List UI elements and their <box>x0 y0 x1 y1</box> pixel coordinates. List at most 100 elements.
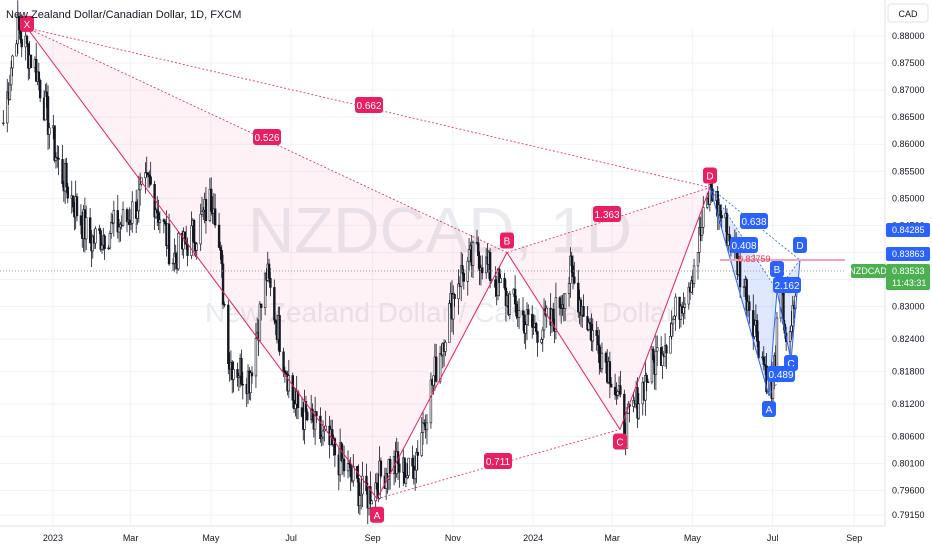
price-tick-label: 0.87000 <box>892 85 925 95</box>
pattern1-point-x-box <box>20 15 34 32</box>
candle-up <box>249 372 252 393</box>
candle-down <box>220 250 223 265</box>
candle-down <box>223 303 226 306</box>
candle-up <box>532 326 535 328</box>
candle-up <box>467 249 471 262</box>
candle-up <box>107 247 110 250</box>
candle-up <box>359 493 363 497</box>
candle-up <box>294 403 297 409</box>
candle-up <box>121 209 125 226</box>
candle-down <box>719 204 722 216</box>
candle-up <box>569 255 572 284</box>
currency-button-box[interactable] <box>887 3 929 23</box>
price-tick-label: 0.81800 <box>892 367 925 377</box>
candle-up <box>254 337 258 377</box>
candle-down <box>369 486 372 505</box>
candle-down <box>763 364 767 367</box>
candle-down <box>116 210 119 233</box>
candle-down <box>604 352 608 363</box>
candle-up <box>542 308 546 331</box>
candle-up <box>131 201 134 224</box>
candle-down <box>375 482 379 490</box>
candle-up <box>637 403 641 419</box>
candle-up <box>358 495 362 507</box>
candle-down <box>665 345 668 354</box>
candle-up <box>448 303 451 343</box>
candle-down <box>213 208 217 226</box>
pattern2-point-d: D <box>796 241 803 252</box>
currency-button[interactable]: CAD <box>887 3 929 23</box>
candle-up <box>674 296 677 317</box>
candle-down <box>498 268 501 283</box>
candle-up <box>202 209 205 212</box>
candle-up <box>370 500 373 505</box>
candle-up <box>656 347 659 352</box>
candle-down <box>570 255 573 267</box>
candle-down <box>46 96 50 135</box>
candle-down <box>646 381 650 383</box>
candle-down <box>534 323 538 332</box>
candle-down <box>174 252 177 258</box>
candle-down <box>720 215 723 219</box>
last-price-symbol-box <box>851 264 886 278</box>
candle-up <box>415 451 418 471</box>
price-tick-label: 0.86500 <box>892 112 925 122</box>
candle-down <box>636 387 639 419</box>
price-tick-label: 0.87500 <box>892 58 925 68</box>
candle-up <box>195 243 198 251</box>
pattern1-ratio: 0.711 <box>486 457 511 468</box>
pink-level-box <box>886 247 930 261</box>
currency-button-label[interactable]: CAD <box>898 9 918 19</box>
candle-up <box>320 436 323 439</box>
pattern1-ratio: 0.526 <box>254 133 279 144</box>
pattern1-point-b-box <box>500 232 514 249</box>
candle-up <box>742 286 746 288</box>
candle-up <box>44 91 47 121</box>
candle-down <box>20 39 23 48</box>
candle-up <box>91 235 94 252</box>
candle-down <box>608 361 612 385</box>
candle-down <box>221 263 225 305</box>
time-tick-label: Jul <box>285 533 297 543</box>
candle-down <box>306 411 309 421</box>
candle-up <box>10 67 13 86</box>
candle-down <box>250 372 254 377</box>
pattern2-ratio-box <box>740 213 768 229</box>
time-axis[interactable]: 2023 Mar May Jul Sep Nov 2024 Mar May Jul Sep <box>0 525 885 543</box>
candle-down <box>494 279 497 288</box>
candle-down <box>752 310 755 338</box>
candle-down <box>240 358 243 385</box>
candle-down <box>315 411 318 417</box>
pattern1-leg <box>619 187 711 430</box>
grid <box>0 28 885 526</box>
time-tick-label: Sep <box>365 533 381 543</box>
candle-up <box>471 242 475 266</box>
candle-up <box>404 477 408 484</box>
candle-down <box>503 278 506 289</box>
candle-up <box>661 353 664 366</box>
pattern1-point-x: X <box>24 20 31 31</box>
candle-down <box>157 212 160 223</box>
candle-down <box>128 219 131 225</box>
candle-up <box>499 278 502 283</box>
candle-up <box>199 213 202 245</box>
candle-down <box>38 80 42 99</box>
candle-down <box>56 157 59 159</box>
candle-down <box>167 223 171 265</box>
candle-down <box>398 463 401 473</box>
candle-up <box>673 315 676 320</box>
candle-down <box>478 255 481 271</box>
candle-up <box>323 429 326 432</box>
chart-title: New Zealand Dollar/Canadian Dollar, 1D, … <box>6 9 241 21</box>
candle-up <box>788 331 792 342</box>
price-tick-label: 0.85500 <box>892 166 925 176</box>
candle-down <box>423 422 426 425</box>
pattern2-point-b-box <box>770 261 784 277</box>
pattern1-point-c-box <box>613 433 627 450</box>
candle-down <box>66 186 69 199</box>
candle-up <box>173 252 176 264</box>
last-price-box <box>886 264 930 290</box>
candle-up <box>563 293 567 309</box>
